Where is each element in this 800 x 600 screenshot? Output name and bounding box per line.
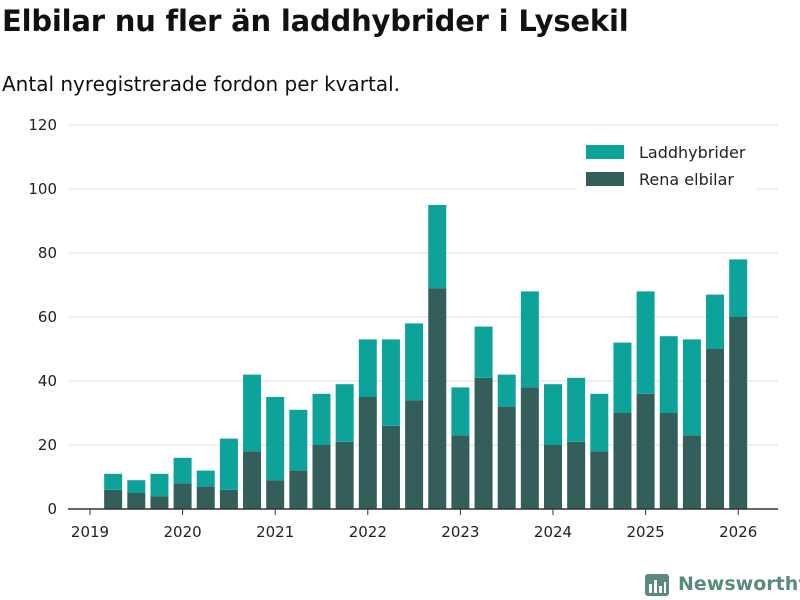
x-tick-label: 2026	[719, 523, 757, 541]
bar-laddhybrider	[474, 326, 493, 378]
x-tick-label: 2020	[164, 523, 202, 541]
bar-laddhybrider	[127, 480, 146, 493]
bar-laddhybrider	[266, 397, 285, 481]
y-tick-label: 100	[28, 180, 57, 198]
x-tick-label: 2024	[534, 523, 572, 541]
y-tick-label: 120	[28, 116, 57, 134]
newsworthy-logo-icon	[645, 574, 669, 596]
bar-laddhybrider	[613, 342, 632, 413]
bar-laddhybrider	[312, 393, 331, 445]
bar-laddhybrider	[451, 387, 470, 436]
bar-rena-elbilar	[196, 486, 215, 509]
bar-rena-elbilar	[567, 441, 586, 509]
y-tick-label: 20	[38, 436, 57, 454]
bar-rena-elbilar	[636, 393, 655, 509]
bar-laddhybrider	[405, 323, 424, 401]
chart-title: Elbilar nu fler än laddhybrider i Lyseki…	[2, 4, 629, 38]
x-tick-label: 2023	[441, 523, 479, 541]
bar-rena-elbilar	[729, 317, 748, 509]
x-tick-label: 2025	[627, 523, 665, 541]
bar-laddhybrider	[358, 339, 377, 397]
chart-subtitle: Antal nyregistrerade fordon per kvartal.	[2, 72, 401, 96]
bar-rena-elbilar	[405, 400, 424, 509]
bar-laddhybrider	[544, 384, 562, 445]
bar-rena-elbilar	[544, 445, 562, 509]
bar-rena-elbilar	[358, 397, 377, 509]
x-tick-label: 2021	[256, 523, 294, 541]
bar-laddhybrider	[659, 336, 678, 413]
bar-rena-elbilar	[659, 413, 678, 509]
legend-swatch-rena-elbilar	[586, 172, 624, 186]
bar-laddhybrider	[173, 457, 192, 484]
bar-rena-elbilar	[266, 480, 285, 509]
bar-laddhybrider	[729, 259, 748, 317]
bar-laddhybrider	[636, 291, 655, 394]
bar-laddhybrider	[682, 339, 701, 436]
bar-rena-elbilar	[312, 445, 331, 509]
bar-laddhybrider	[196, 470, 215, 487]
bar-rena-elbilar	[706, 349, 725, 509]
y-tick-label: 0	[47, 500, 57, 518]
bar-laddhybrider	[243, 374, 262, 452]
brand-logo: Newsworthy	[644, 569, 800, 599]
bar-laddhybrider	[104, 473, 123, 490]
bar-laddhybrider	[520, 291, 539, 388]
bar-laddhybrider	[567, 377, 586, 442]
bar-laddhybrider	[150, 473, 169, 497]
bar-rena-elbilar	[520, 387, 539, 509]
bar-rena-elbilar	[104, 489, 123, 509]
bar-laddhybrider	[706, 294, 725, 349]
legend-label: Laddhybrider	[639, 143, 746, 162]
bar-laddhybrider	[428, 205, 447, 289]
legend-label: Rena elbilar	[639, 170, 734, 189]
bar-rena-elbilar	[428, 288, 447, 509]
bar-laddhybrider	[497, 374, 516, 407]
bar-rena-elbilar	[150, 496, 169, 509]
bar-rena-elbilar	[335, 441, 354, 509]
bar-laddhybrider	[219, 438, 238, 490]
bar-rena-elbilar	[451, 435, 470, 509]
bar-rena-elbilar	[497, 406, 516, 509]
legend-swatch-laddhybrider	[586, 145, 624, 159]
bar-rena-elbilar	[381, 425, 400, 509]
bar-rena-elbilar	[613, 413, 632, 509]
y-tick-label: 40	[38, 372, 57, 390]
bar-laddhybrider	[381, 339, 400, 426]
bar-rena-elbilar	[474, 377, 493, 509]
bar-rena-elbilar	[682, 435, 701, 509]
bar-rena-elbilar	[127, 493, 146, 509]
bar-laddhybrider	[335, 384, 354, 442]
x-tick-label: 2022	[349, 523, 387, 541]
x-tick-label: 2019	[71, 523, 109, 541]
bar-laddhybrider	[590, 393, 609, 452]
bar-rena-elbilar	[219, 489, 238, 509]
y-tick-label: 80	[38, 244, 57, 262]
bar-rena-elbilar	[590, 451, 609, 509]
bar-rena-elbilar	[243, 451, 262, 509]
bar-laddhybrider	[289, 409, 308, 471]
y-tick-label: 60	[38, 308, 57, 326]
bar-rena-elbilar	[289, 470, 308, 509]
brand-name: Newsworthy	[678, 573, 800, 595]
bar-rena-elbilar	[173, 483, 192, 509]
